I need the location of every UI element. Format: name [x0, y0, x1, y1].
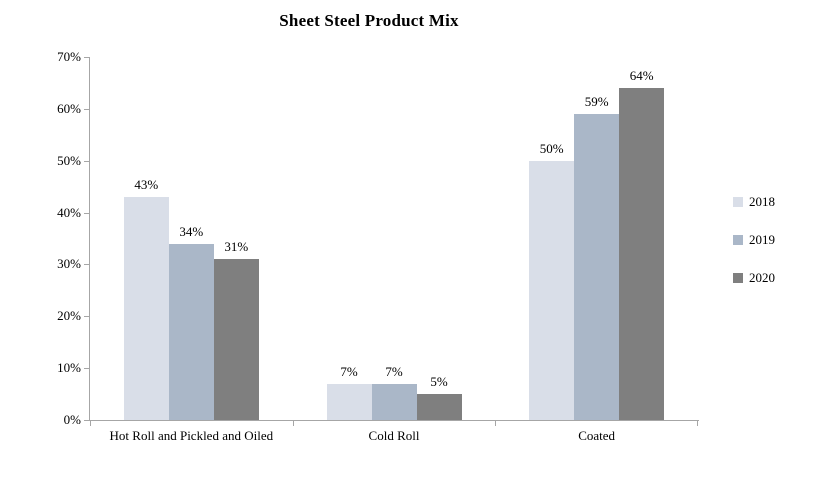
bar-2020-2: [416, 394, 462, 420]
bar-value-label: 50%: [539, 140, 564, 156]
y-axis-tick-mark: [84, 160, 89, 162]
bar-2020-3: [619, 88, 665, 420]
x-axis-tick-mark: [697, 420, 698, 426]
y-axis-tick-mark: [84, 108, 89, 110]
legend-label: 2020: [749, 270, 775, 285]
legend-label: 2019: [749, 232, 775, 247]
bar-value-label: 64%: [629, 68, 654, 84]
legend-label: 2018: [749, 194, 775, 209]
y-axis-tick-mark: [84, 57, 89, 58]
y-axis-tick-label: 10%: [57, 360, 81, 376]
x-axis-tick-mark: [90, 420, 91, 426]
bar-2018-2: [326, 383, 372, 420]
category-label: Coated: [578, 428, 616, 443]
bar-2018-1: [123, 197, 169, 420]
bar-value-label: 43%: [134, 177, 159, 192]
chart-title: Sheet Steel Product Mix: [279, 11, 459, 30]
bar-2019-1: [168, 243, 214, 420]
y-axis-tick-label: 70%: [57, 49, 81, 64]
y-axis-tick-label: 0%: [63, 412, 81, 427]
legend-swatch-icon: [733, 273, 743, 283]
bar-2020-1: [213, 259, 259, 420]
bar-value-label: 7%: [340, 363, 358, 379]
bar-2019-3: [574, 114, 620, 420]
y-axis-tick-label: 20%: [57, 308, 81, 324]
y-axis-tick-label: 30%: [57, 256, 81, 272]
y-axis-tick-mark: [84, 316, 89, 318]
category-label: Hot Roll and Pickled and Oiled: [109, 428, 274, 443]
legend-swatch-icon: [733, 235, 743, 245]
bar-value-label: 31%: [224, 239, 249, 255]
bar-2019-2: [371, 383, 417, 420]
y-axis-tick-mark: [84, 212, 89, 214]
y-axis-tick-label: 40%: [57, 204, 81, 220]
y-axis-tick-label: 50%: [57, 152, 81, 168]
y-axis-tick-mark: [84, 264, 89, 266]
y-axis-tick-mark: [84, 368, 89, 370]
bar-value-label: 59%: [584, 94, 609, 110]
x-axis-tick-mark: [495, 420, 496, 426]
x-axis-line: [89, 420, 699, 421]
bar-value-label: 34%: [179, 223, 204, 239]
bar-2018-3: [529, 160, 575, 420]
x-axis-tick-mark: [293, 420, 294, 426]
bar-value-label: 5%: [430, 374, 448, 390]
y-axis-tick-label: 60%: [57, 100, 81, 116]
category-label: Cold Roll: [368, 428, 420, 443]
y-axis-tick-mark: [84, 420, 89, 421]
legend-swatch-icon: [733, 197, 743, 207]
y-axis-line: [89, 57, 90, 421]
bar-value-label: 7%: [385, 363, 403, 379]
